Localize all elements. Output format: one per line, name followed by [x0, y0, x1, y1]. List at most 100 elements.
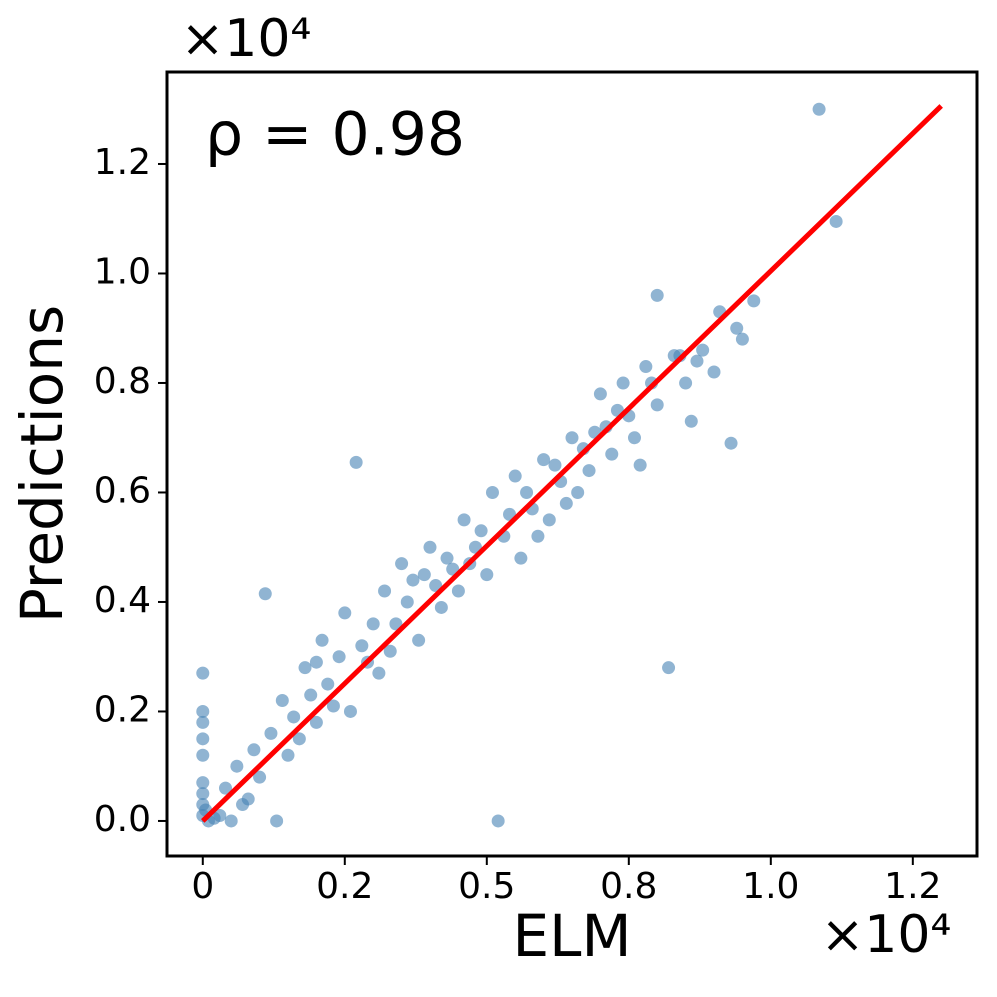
fit-line	[201, 104, 943, 823]
point	[389, 617, 403, 631]
point	[593, 387, 607, 401]
point	[196, 704, 210, 718]
point	[196, 666, 210, 680]
x-tick-label: 0.5	[458, 866, 515, 907]
point	[582, 464, 596, 478]
y-tick-label: 1.2	[94, 142, 151, 183]
point	[315, 633, 329, 647]
point	[474, 524, 488, 538]
point	[338, 606, 352, 620]
point	[627, 431, 641, 445]
point	[236, 798, 250, 812]
point	[230, 759, 244, 773]
point	[724, 436, 738, 450]
point	[650, 288, 664, 302]
point	[531, 529, 545, 543]
point	[326, 699, 340, 713]
point	[730, 321, 744, 335]
point	[508, 469, 522, 483]
point	[747, 294, 761, 308]
point	[735, 332, 749, 346]
point	[247, 743, 261, 757]
point	[366, 617, 380, 631]
x-axis-label: ELM	[512, 902, 631, 970]
point	[829, 214, 843, 228]
point	[565, 431, 579, 445]
point	[213, 808, 227, 822]
point	[633, 458, 647, 472]
point	[571, 485, 585, 499]
x-tick-label: 1.0	[742, 866, 799, 907]
x-tick-label: 0.8	[600, 866, 657, 907]
point	[298, 661, 312, 675]
point	[542, 513, 556, 527]
point	[292, 732, 306, 746]
point	[548, 458, 562, 472]
point	[196, 715, 210, 729]
point	[429, 579, 443, 593]
point	[309, 715, 323, 729]
point	[219, 781, 233, 795]
y-tick-label: 0.6	[94, 470, 151, 511]
x-offset-text: ×10⁴	[821, 905, 952, 965]
point	[349, 455, 363, 469]
point	[514, 551, 528, 565]
y-offset-text: ×10⁴	[181, 9, 312, 69]
point	[395, 557, 409, 571]
point	[559, 496, 573, 510]
point	[287, 710, 301, 724]
point	[662, 661, 676, 675]
y-tick-label: 0.0	[94, 799, 151, 840]
point	[417, 568, 431, 582]
point	[253, 770, 267, 784]
point	[650, 398, 664, 412]
point	[400, 595, 414, 609]
point	[372, 666, 386, 680]
x-tick-label: 0.2	[316, 866, 373, 907]
point	[309, 655, 323, 669]
point	[281, 748, 295, 762]
y-axis-label: Predictions	[8, 305, 76, 623]
point	[258, 587, 272, 601]
y-tick-label: 1.0	[94, 251, 151, 292]
annotation: ρ = 0.98	[205, 100, 465, 170]
point	[707, 365, 721, 379]
point	[332, 650, 346, 664]
plot-frame	[165, 70, 979, 858]
point	[412, 633, 426, 647]
point	[434, 600, 448, 614]
point	[343, 704, 357, 718]
point	[616, 376, 630, 390]
point	[264, 726, 278, 740]
y-tick-label: 0.8	[94, 361, 151, 402]
point	[196, 787, 210, 801]
point	[196, 748, 210, 762]
point	[812, 102, 826, 116]
point	[480, 568, 494, 582]
point	[275, 694, 289, 708]
point	[537, 453, 551, 467]
point	[406, 573, 420, 587]
point	[690, 354, 704, 368]
x-tick-label: 0	[191, 866, 214, 907]
y-tick-label: 0.4	[94, 580, 151, 621]
point	[440, 551, 454, 565]
y-tick-label: 0.2	[94, 689, 151, 730]
point	[520, 485, 534, 499]
point	[457, 513, 471, 527]
point	[684, 414, 698, 428]
point	[321, 677, 335, 691]
point	[605, 447, 619, 461]
point	[491, 814, 505, 828]
point	[679, 376, 693, 390]
point	[196, 776, 210, 790]
point	[423, 540, 437, 554]
point	[355, 639, 369, 653]
point	[270, 814, 284, 828]
point	[196, 732, 210, 746]
point	[696, 343, 710, 357]
point	[378, 584, 392, 598]
point	[304, 688, 318, 702]
point	[224, 814, 238, 828]
